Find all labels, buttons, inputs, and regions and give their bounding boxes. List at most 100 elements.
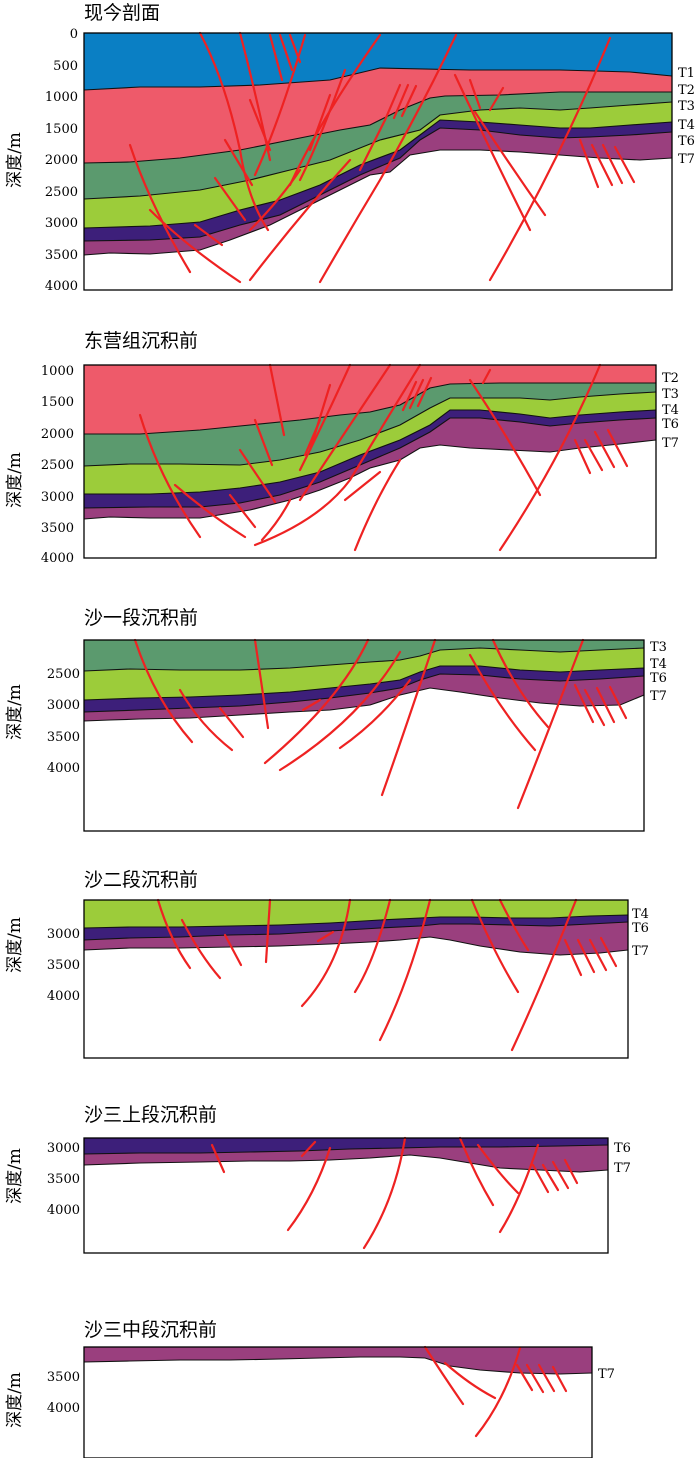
fault-line [308,383,332,452]
depth-tick-label: 3000 [47,927,80,942]
fault-line [380,638,437,797]
faults [423,1345,568,1438]
panel-frame [83,1346,593,1458]
layer-T3T4 [84,392,656,494]
horizon-label: T6 [662,417,679,432]
fault-line [286,1146,332,1232]
horizon-label: T6 [650,671,667,686]
fault-line [590,143,614,187]
layer-T1T2 [84,68,672,163]
depth-ticks: 0 500 1000 1500 2000 2500 3000 3500 4000 [45,27,78,294]
layer-T2T3 [84,92,672,199]
fault-line [498,363,602,552]
fault-line [263,638,370,765]
horizon-label: T2 [662,371,679,386]
depth-tick-label: 1500 [45,122,78,137]
depth-tick-label: 3500 [47,1172,80,1187]
horizon-T3-line [83,391,657,467]
horizon-T7-line [83,1154,609,1173]
fault-line [362,1136,407,1250]
panel-title: 现今剖面 [84,2,160,24]
fault-line [468,653,537,752]
panel-frame [83,639,645,832]
fault-line [488,36,612,282]
depth-tick-label: 1000 [45,90,78,105]
fault-line [253,363,422,547]
horizon-label: T2 [678,83,695,98]
layer-T3T4 [84,900,628,928]
fault-line [453,73,532,232]
depth-tick-label: 3500 [47,730,80,745]
fault-line [298,68,347,182]
fault-line [253,638,270,730]
fault-line [516,638,585,810]
horizon-label: T4 [650,657,667,672]
depth-tick-label: 1500 [41,395,74,410]
faults [138,363,629,552]
fault-line [298,363,392,502]
fault-line [573,683,595,724]
fault-line [576,938,596,974]
fault-line [537,1363,556,1393]
horizon-T7-line [83,149,673,256]
fault-line [278,650,402,772]
fault-line [138,413,202,539]
panel-title: 沙一段沉积前 [84,607,198,629]
fault-line [573,438,592,475]
fault-line [316,930,335,943]
fault-line [173,483,247,539]
depth-tick-label: 4000 [41,551,74,566]
panel-before-sha3-upper: 沙三上段沉积前 深度/m 3000 3500 4000 [5,1104,631,1254]
fault-line [180,918,222,980]
horizon-label: T7 [650,689,667,704]
fault-line [383,83,402,122]
horizon-labels: T6 T7 [614,1141,631,1176]
fault-line [443,1361,497,1400]
fault-line [128,143,192,274]
horizon-T2-line [84,382,656,435]
horizon-label: T1 [678,66,695,81]
fault-line [400,84,418,118]
horizon-labels: T3 T4 T6 T7 [650,640,667,704]
fault-line [253,33,307,177]
fault-line [599,936,618,968]
fault-line [474,1346,522,1438]
horizon-labels: T2 T3 T4 T6 T7 [662,371,679,451]
fault-line [601,143,624,185]
fault-line [470,898,520,994]
fault-line [551,1365,568,1393]
horizon-label: T6 [632,921,649,936]
fault-line [498,898,530,952]
horizon-label: T4 [662,403,679,418]
horizon-lines [83,382,657,520]
layer-T6T7 [84,128,672,255]
panel-title: 沙三上段沉积前 [84,1104,217,1126]
layer-T1T2 [84,365,656,434]
fault-line [238,448,277,504]
depth-ticks: 3500 4000 [47,1370,80,1416]
fault-line [198,31,270,232]
fault-line [481,368,492,385]
horizon-label: T7 [632,944,649,959]
depth-tick-label: 3500 [47,1370,80,1385]
horizon-labels: T1 T2 T3 T4 T6 T7 [678,66,695,167]
depth-tick-label: 3500 [45,248,78,263]
horizon-labels: T7 [598,1367,615,1382]
layer-T2T3 [84,383,656,466]
horizon-T6-line [83,417,657,509]
fault-line [613,145,636,184]
y-axis-label: 深度/m [5,132,25,188]
fault-line [303,418,322,457]
fault-line [260,498,292,542]
depth-tick-label: 0 [70,27,78,42]
depth-tick-label: 500 [53,59,78,74]
horizon-T6-line [83,1144,609,1155]
horizon-T4-line [83,119,673,229]
horizon-T4-line [83,665,645,701]
fault-line [531,1163,550,1194]
fault-line [253,418,274,467]
horizon-label: T4 [678,118,695,133]
panel-title: 东营组沉积前 [84,330,198,352]
fault-line [525,1363,545,1394]
layers [84,365,656,519]
